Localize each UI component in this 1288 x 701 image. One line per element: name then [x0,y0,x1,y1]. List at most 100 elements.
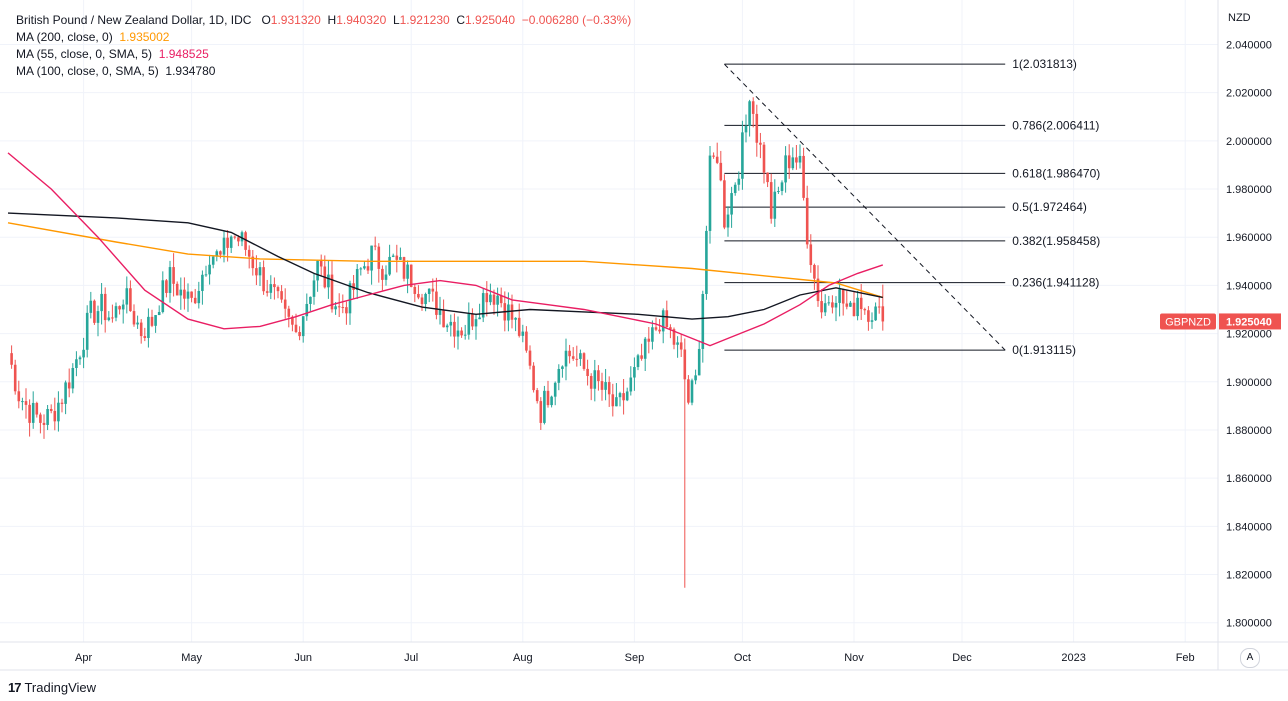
candle-body [103,293,107,321]
candle-body [100,293,103,312]
candle-body [514,317,517,320]
candle-body [701,294,705,349]
candle [881,284,885,331]
candle-body [269,284,273,293]
candle [399,247,402,260]
candle [643,336,647,372]
y-tick-label: 1.980000 [1226,184,1272,196]
candle-body [420,297,424,305]
close-value: 1.925040 [465,13,516,27]
candle-body [445,325,449,328]
tradingview-footer[interactable]: 17 TradingView [8,680,96,695]
ma200-value: 1.935002 [119,30,170,44]
candle-body [442,309,445,328]
candle [489,283,492,306]
candle [723,174,726,230]
candle [744,114,748,143]
candle [93,299,96,325]
candle-body [597,370,600,382]
candle-body [744,125,748,133]
candle [535,387,539,404]
candle-body [197,290,201,304]
candle-body [377,246,381,269]
candle [319,254,323,277]
candle [262,260,265,295]
candle-body [363,266,366,269]
candle-body [553,382,557,397]
candle-body [395,255,399,260]
candle [413,283,417,303]
candle [705,225,708,300]
candle [838,278,841,317]
candle-body [222,237,226,255]
candle [618,391,622,407]
candle [741,120,744,190]
candle [823,294,827,317]
candle-body [186,291,190,299]
x-tick-label: Feb [1176,652,1195,664]
candle-body [489,294,492,303]
candle-body [67,382,71,389]
candle-body [633,367,636,378]
candle-body [431,288,435,292]
candle-body [820,301,823,313]
auto-scale-button[interactable]: A [1240,648,1260,668]
candle-body [471,313,474,327]
candle [132,304,136,327]
candle-body [327,274,330,288]
x-tick-label: Jun [294,652,312,664]
candle [759,132,762,159]
candle [852,291,856,317]
candle [204,265,208,277]
ma100-legend-row[interactable]: MA (100, close, 0, SMA, 5) 1.934780 [16,64,216,78]
candle-body [525,331,528,351]
candle-body [381,268,384,280]
candle [805,185,809,249]
ma100-line [7,212,883,320]
candle [276,285,280,299]
candle-body [798,155,802,163]
candle-body [208,264,211,275]
candle-body [492,294,496,305]
moving-averages [7,152,884,347]
fib-level-label: 0.5(1.972464) [1012,200,1087,214]
candle [431,278,435,302]
candle-body [82,349,85,358]
candle [784,146,787,193]
candle [579,349,582,366]
candle [769,173,773,224]
candle-body [615,397,618,407]
candle-body [831,302,834,308]
candle-body [737,178,741,185]
candle-body [129,288,132,312]
currency-label: NZD [1228,12,1251,24]
candle-body [625,391,629,401]
candle-body [870,320,874,322]
candle-body [658,329,661,332]
candle-body [157,312,161,316]
high-value: 1.940320 [336,13,387,27]
brand-name: TradingView [24,680,97,695]
price-tag-text: 1.925040 [1226,316,1272,328]
candle [795,145,798,170]
fibonacci-retracement[interactable]: 1(2.031813) 0.786(2.006411) 0.618(1.986470… [724,57,1100,357]
ma55-legend-row[interactable]: MA (55, close, 0, SMA, 5) 1.948525 [16,47,209,61]
candle [265,279,269,297]
candle [633,357,636,391]
ma200-legend-row[interactable]: MA (200, close, 0) 1.935002 [16,30,170,44]
candle-body [863,309,867,311]
candle-body [557,368,561,383]
candle-body [496,295,499,305]
candle-body [456,330,460,337]
candle [377,243,381,283]
candle-body [233,236,237,238]
candle [831,295,834,314]
candle [737,171,741,191]
candle [715,142,719,165]
candle-body [532,365,535,391]
candle [42,414,46,439]
candle [690,378,694,406]
candle-body [341,307,345,309]
candle-body [852,302,856,317]
